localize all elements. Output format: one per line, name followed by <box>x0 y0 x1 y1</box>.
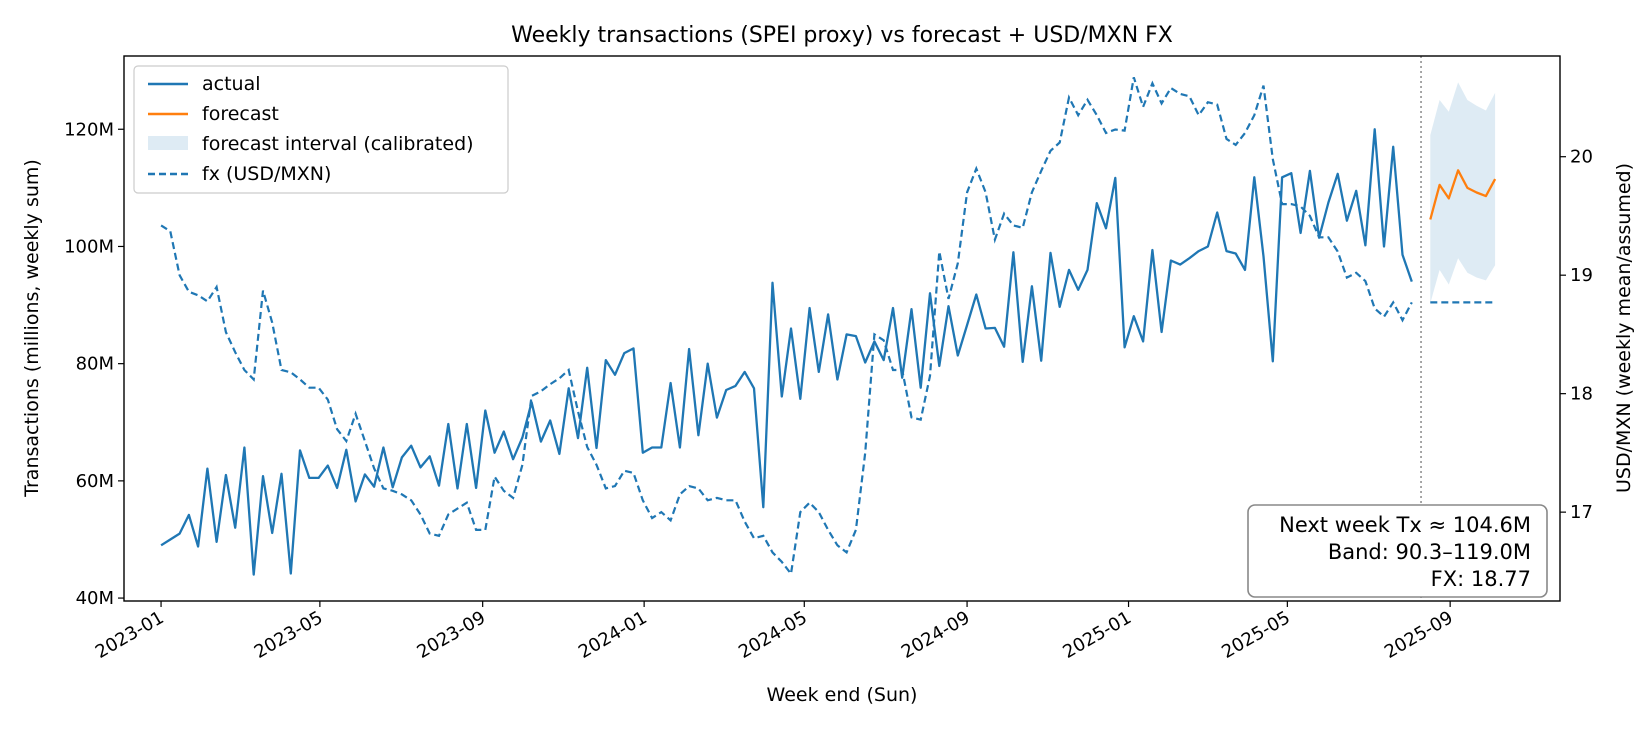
x-tick-label: 2025-09 <box>1381 607 1457 663</box>
x-tick-label: 2024-09 <box>898 607 974 663</box>
chart-title: Weekly transactions (SPEI proxy) vs fore… <box>511 23 1173 48</box>
x-tick-label: 2023-09 <box>414 607 490 663</box>
legend: actual forecast forecast interval (calib… <box>133 65 509 194</box>
legend-label-fx: fx (USD/MXN) <box>202 163 331 185</box>
y-tick-label: 60M <box>76 471 114 492</box>
forecast-interval-band <box>1430 82 1496 304</box>
y2-tick-label: 17 <box>1570 502 1593 523</box>
legend-frame <box>133 65 509 194</box>
legend-swatch-band <box>148 136 188 150</box>
legend-label-forecast: forecast <box>202 103 279 125</box>
legend-label-actual: actual <box>202 73 261 95</box>
y2-tick-label: 19 <box>1570 265 1593 286</box>
x-tick-label: 2023-01 <box>92 607 168 663</box>
x-tick-label: 2024-01 <box>575 607 651 663</box>
forecast-line <box>1429 169 1497 220</box>
annotation-frame <box>1247 504 1548 598</box>
y-tick-label: 80M <box>76 354 114 375</box>
y2-tick-label: 20 <box>1570 147 1593 168</box>
annotation-line-band: Band: 90.3–119.0M <box>1328 540 1531 564</box>
y-tick-label: 120M <box>64 119 114 140</box>
x-tick-label: 2025-05 <box>1218 607 1294 663</box>
y-tick-label: 100M <box>64 236 114 257</box>
plot-frame <box>123 55 1561 602</box>
x-tick-label: 2024-05 <box>735 607 811 663</box>
fx-line <box>160 76 1413 577</box>
x-axis-label: Week end (Sun) <box>767 684 918 706</box>
y2-tick-label: 18 <box>1570 384 1593 405</box>
y2-axis-label: USD/MXN (weekly mean/assumed) <box>1613 163 1635 493</box>
annotation-line-fx: FX: 18.77 <box>1431 567 1531 591</box>
actual-line <box>160 128 1413 576</box>
y-tick-label: 40M <box>76 588 114 609</box>
legend-label-band: forecast interval (calibrated) <box>202 133 474 155</box>
x-tick-label: 2023-05 <box>251 607 327 663</box>
annotation-line-tx: Next week Tx ≈ 104.6M <box>1279 513 1531 537</box>
plot-area <box>160 56 1497 601</box>
annotation-box: Next week Tx ≈ 104.6M Band: 90.3–119.0M … <box>1247 504 1548 598</box>
y-axis-label: Transactions (millions, weekly sum) <box>21 159 43 498</box>
x-tick-label: 2025-01 <box>1059 607 1135 663</box>
